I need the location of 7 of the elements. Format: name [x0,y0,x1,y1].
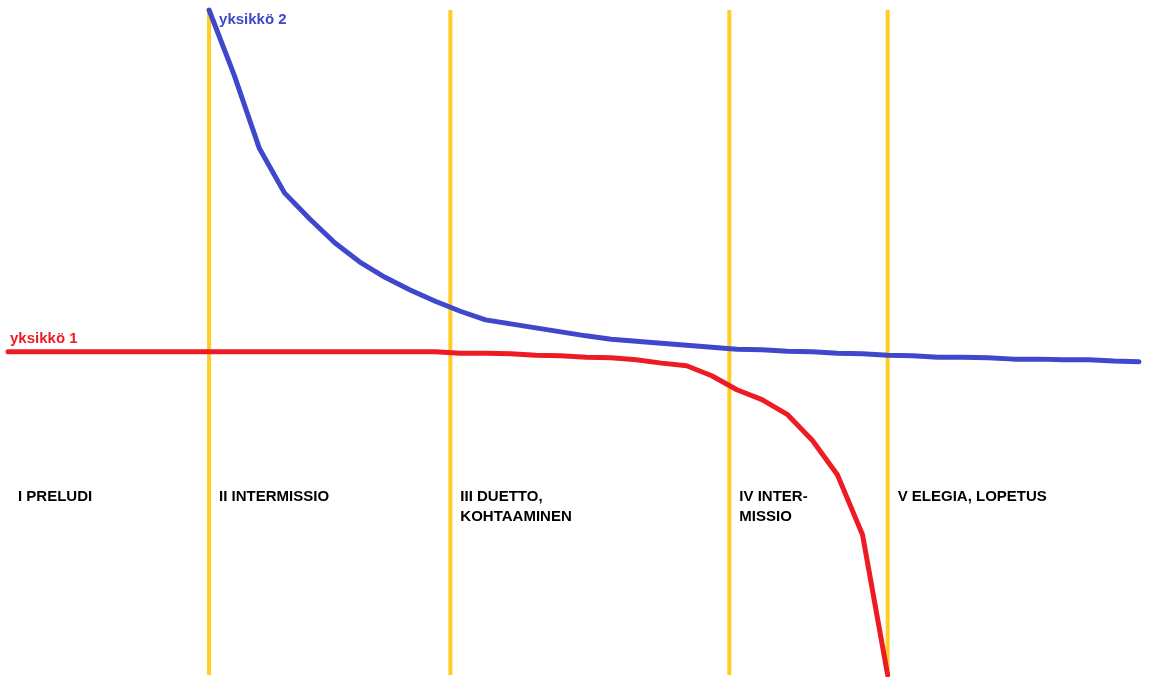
series-label: yksikkö 2 [219,10,287,27]
annotation: III DUETTO, KOHTAAMINEN [460,486,572,524]
annotation: V ELEGIA, LOPETUS [897,486,1047,504]
annotation: IV INTER- MISSIO [739,486,808,524]
series-label: yksikkö 1 [10,328,78,346]
annotation: II INTERMISSIO [219,486,330,504]
annotation: I PRELUDI [18,486,93,504]
